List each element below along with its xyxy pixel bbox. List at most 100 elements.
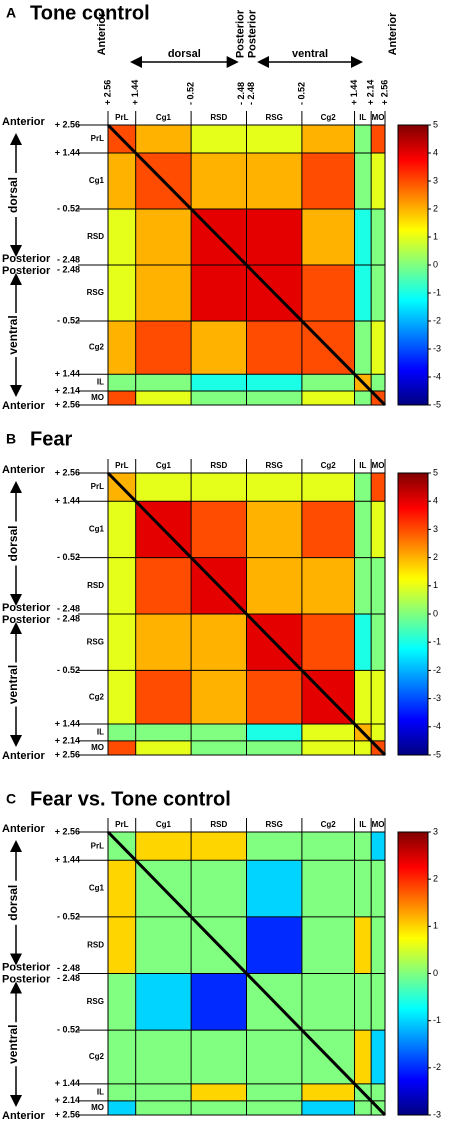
colorbar-tick-label: -4: [433, 371, 441, 381]
heatmap-cell: [301, 740, 356, 756]
side-label: Posterior: [2, 265, 51, 277]
heatmap-cell: [371, 832, 386, 861]
row-label: IL: [97, 728, 104, 737]
heatmap-cell: [135, 916, 192, 974]
heatmap-cell: [108, 614, 137, 671]
colorbar: [397, 831, 429, 1116]
heatmap-cell: [135, 723, 192, 742]
colorbar-tick-label: 3: [433, 524, 438, 534]
row-label: Cg2: [89, 343, 105, 352]
heatmap-cell: [246, 1030, 303, 1085]
heatmap-cell: [191, 670, 247, 725]
colorbar-tick-label: -1: [433, 1015, 441, 1025]
heatmap-cell: [135, 1083, 192, 1102]
colorbar-tick-label: 4: [433, 147, 438, 157]
column-label: Cg1: [156, 113, 172, 122]
heatmap-cell: [191, 832, 247, 861]
colorbar-tick-label: -3: [433, 693, 441, 703]
heatmap-cell: [354, 614, 372, 671]
side-label: Posterior: [2, 602, 51, 614]
heatmap-cell: [108, 1083, 137, 1102]
boundary-label: - 0.52: [57, 203, 80, 213]
row-label: Cg1: [89, 884, 105, 893]
row-label: PrL: [91, 134, 104, 143]
heatmap-cell: [191, 614, 247, 671]
boundary-label: + 1.44: [55, 1078, 80, 1088]
row-label: MO: [91, 1103, 104, 1112]
colorbar: [397, 472, 429, 756]
panel-title: Fear: [30, 428, 72, 450]
boundary-label: - 0.52: [57, 1024, 80, 1034]
heatmap-cell: [371, 374, 386, 392]
heatmap-cell: [108, 321, 137, 375]
arrow-gap: [5, 880, 25, 925]
side-label: dorsal: [6, 177, 20, 213]
row-label: IL: [97, 1087, 104, 1096]
heatmap-cell: [108, 973, 137, 1031]
heatmap-cell: [246, 670, 303, 725]
side-label: Anterior: [2, 1110, 46, 1122]
heatmap-cell: [108, 670, 137, 725]
boundary-label: - 0.52: [57, 315, 80, 325]
column-label: RSG: [266, 113, 283, 122]
heatmap-cell: [135, 973, 192, 1031]
side-label: Anterior: [96, 12, 108, 56]
boundary-label: + 2.56: [55, 399, 80, 409]
heatmap-cell: [246, 391, 303, 406]
heatmap-cell: [354, 740, 372, 756]
row-label: RSG: [87, 997, 104, 1006]
top-boundary-label: - 2.48: [236, 82, 246, 105]
heatmap-cell: [354, 209, 372, 266]
heatmap-cell: [108, 740, 137, 756]
side-label: dorsal: [6, 885, 20, 921]
colorbar-tick-label: 0: [433, 968, 438, 978]
heatmap-cell: [108, 374, 137, 392]
heatmap-cell: [135, 391, 192, 406]
heatmap-cell: [191, 501, 247, 559]
boundary-label: - 2.48: [57, 264, 80, 274]
colorbar-tick-label: 3: [433, 175, 438, 185]
heatmap-cell: [354, 916, 372, 974]
boundary-label: + 1.44: [55, 718, 80, 728]
heatmap-cell: [301, 265, 356, 322]
heatmap-cell: [354, 557, 372, 615]
boundary-label: - 0.52: [57, 552, 80, 562]
heatmap-cell: [371, 670, 386, 725]
boundary-label: + 2.56: [55, 749, 80, 759]
colorbar-tick-label: -3: [433, 343, 441, 353]
heatmap-cell: [301, 916, 356, 974]
column-label: MO: [372, 820, 385, 829]
heatmap-cell: [371, 321, 386, 375]
row-label: Cg1: [89, 176, 105, 185]
side-label: Anterior: [2, 750, 46, 762]
boundary-label: - 0.52: [57, 665, 80, 675]
heatmap-cell: [371, 557, 386, 615]
heatmap-cell: [354, 473, 372, 502]
colorbar-tick-label: 5: [433, 467, 438, 477]
colorbar-tick-label: -2: [433, 315, 441, 325]
colorbar-tick-label: 5: [433, 119, 438, 129]
heatmap-cell: [371, 153, 386, 210]
heatmap-cell: [371, 501, 386, 559]
heatmap-cell: [191, 723, 247, 742]
heatmap-cell: [191, 1100, 247, 1116]
column-label: Cg2: [321, 820, 337, 829]
top-boundary-label: + 1.44: [130, 80, 140, 105]
top-boundary-label: + 1.44: [349, 80, 359, 105]
row-label: RSD: [87, 581, 104, 590]
heatmap-cell: [371, 860, 386, 918]
boundary-label: - 2.48: [57, 603, 80, 613]
panel-label: B: [6, 431, 16, 447]
side-label: Anterior: [2, 116, 46, 128]
boundary-label: + 2.14: [55, 1095, 80, 1105]
top-boundary-label: + 2.56: [379, 80, 389, 105]
heatmap-cell: [301, 209, 356, 266]
column-label: PrL: [115, 461, 128, 470]
side-label: ventral: [6, 665, 20, 704]
heatmap-cell: [301, 557, 356, 615]
arrow-gap: [288, 50, 333, 60]
heatmap-cell: [108, 391, 137, 406]
heatmap-cell: [135, 265, 192, 322]
row-label: Cg2: [89, 692, 105, 701]
